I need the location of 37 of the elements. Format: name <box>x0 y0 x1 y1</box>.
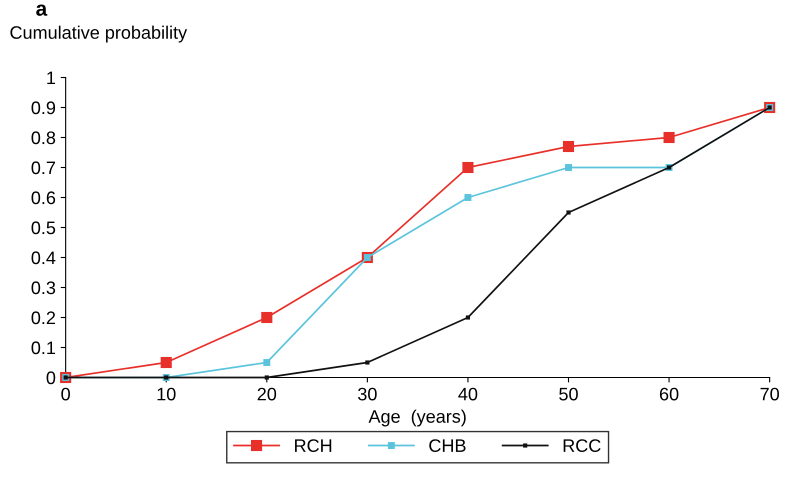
legend-label: RCC <box>564 439 601 452</box>
y-tick-label: 0.8 <box>32 131 56 144</box>
y-tick-label: 0.4 <box>32 251 56 264</box>
point <box>264 375 269 380</box>
point <box>565 164 572 171</box>
point <box>261 312 272 324</box>
x-tick-label: 20 <box>258 388 276 400</box>
x-tick-label: 40 <box>458 388 478 400</box>
point <box>464 194 472 201</box>
y-tick-label: 0.2 <box>32 311 56 324</box>
point <box>566 210 571 215</box>
x-axis-title: Age (years) <box>368 410 466 426</box>
point <box>263 359 270 366</box>
x-tick-label: 10 <box>158 388 176 400</box>
y-tick-label: 0.6 <box>32 191 56 204</box>
point <box>462 162 474 174</box>
x-tick-label: 30 <box>358 388 377 400</box>
legend-label: RCH <box>295 439 332 452</box>
point <box>466 315 470 320</box>
y-tick-label: 0.3 <box>32 281 56 294</box>
x-tick-label: 50 <box>559 388 578 400</box>
chart-title: a <box>36 4 48 16</box>
point <box>562 140 574 152</box>
point <box>160 356 172 368</box>
y-tick-label: 0.5 <box>32 221 56 234</box>
y-tick-label: 1 <box>47 72 56 84</box>
y-axis-title: Cumulative probability <box>10 26 188 42</box>
point <box>664 132 675 144</box>
x-tick-label: 70 <box>760 388 779 400</box>
legend-label: CHB <box>429 439 466 452</box>
y-tick-label: 0.7 <box>32 161 56 174</box>
y-tick-label: 0.9 <box>32 101 56 114</box>
y-tick-label: 0.1 <box>32 341 56 354</box>
x-tick-label: 60 <box>660 388 678 400</box>
point <box>365 360 370 365</box>
y-tick-label: 0 <box>46 371 56 384</box>
x-tick-label: 0 <box>61 388 70 400</box>
